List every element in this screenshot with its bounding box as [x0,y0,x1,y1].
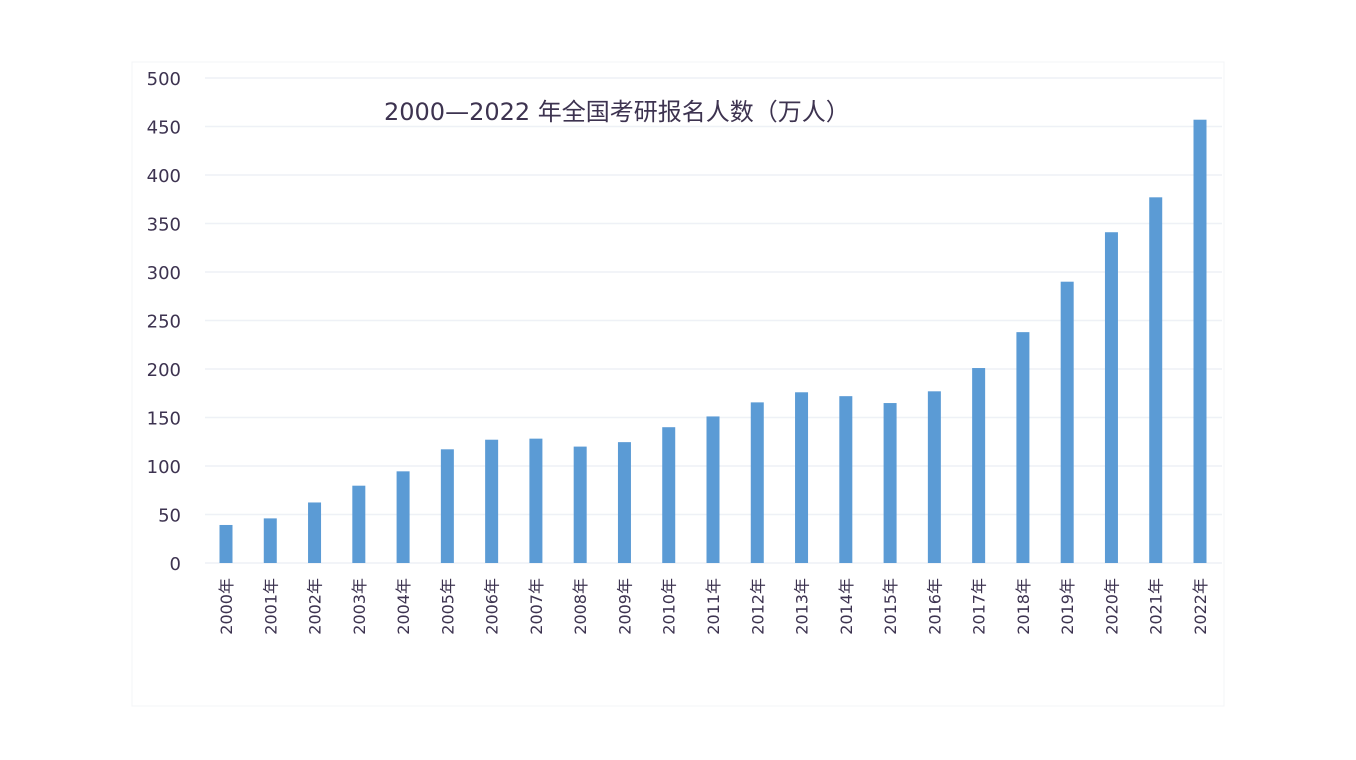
bar-2010年 [662,427,676,563]
bar-2006年 [485,439,499,563]
y-tick-label: 200 [147,360,181,381]
x-tick-label: 2016年 [925,578,944,635]
x-tick-label: 2014年 [837,578,856,635]
x-tick-label: 2008年 [571,578,590,635]
bar-2009年 [617,442,631,563]
y-tick-label: 300 [147,263,181,284]
bar-2001年 [263,518,277,563]
y-tick-label: 350 [147,215,181,236]
bar-2008年 [573,446,587,563]
bar-2000年 [219,524,233,563]
x-tick-label: 2020年 [1102,578,1121,635]
bar-2005年 [440,449,454,563]
bar-2019年 [1060,281,1074,563]
x-tick-label: 2002年 [306,578,325,635]
y-tick-label: 450 [147,118,181,139]
x-tick-label: 2006年 [483,578,502,635]
bar-2011年 [706,416,720,563]
bar-2021年 [1149,197,1163,563]
x-tick-label: 2022年 [1191,578,1210,635]
chart-area [131,61,1225,707]
x-tick-label: 2003年 [350,578,369,635]
bars [219,119,1207,564]
x-tick-label: 2019年 [1058,578,1077,635]
bar-2022年 [1193,119,1207,564]
x-tick-label: 2010年 [660,578,679,635]
x-tick-label: 2001年 [261,578,280,635]
bar-2002年 [308,502,322,563]
bar-2015年 [883,403,897,563]
bar-2020年 [1104,232,1118,564]
bar-2007年 [529,438,543,563]
x-tick-label: 2015年 [881,578,900,635]
y-tick-label: 250 [147,312,181,333]
x-tick-label: 2013年 [793,578,812,635]
y-tick-label: 150 [147,409,181,430]
y-tick-label: 100 [147,457,181,478]
x-tick-label: 2012年 [748,578,767,635]
bar-2014年 [839,396,853,563]
x-tick-label: 2000年 [217,578,236,635]
bar-2013年 [795,392,809,563]
y-tick-label: 400 [147,166,181,187]
y-axis-ticks: 0 50 100 150 200 250 300 350 400 450 500 [147,69,181,575]
bar-2018年 [1016,332,1030,563]
x-axis-ticks: 2000年 2001年 2002年 2003年 2004年 2005年 2006年 2007年… [217,578,1210,635]
gridlines [205,77,1222,564]
x-tick-label: 2018年 [1014,578,1033,635]
x-tick-label: 2011年 [704,578,723,635]
y-tick-label: 50 [158,506,181,527]
x-tick-label: 2007年 [527,578,546,635]
bar-2017年 [972,368,986,563]
bar-2004年 [396,471,410,563]
bar-2012年 [750,402,764,563]
bar-2016年 [927,391,941,563]
x-tick-label: 2009年 [615,578,634,635]
chart-title: 2000—2022 年全国考研报名人数（万人） [384,98,850,126]
y-tick-label: 500 [147,69,181,90]
x-tick-label: 2017年 [970,578,989,635]
y-tick-label: 0 [170,554,181,575]
bar-2003年 [352,485,366,563]
x-tick-label: 2005年 [438,578,457,635]
x-tick-label: 2004年 [394,578,413,635]
x-tick-label: 2021年 [1147,578,1166,635]
